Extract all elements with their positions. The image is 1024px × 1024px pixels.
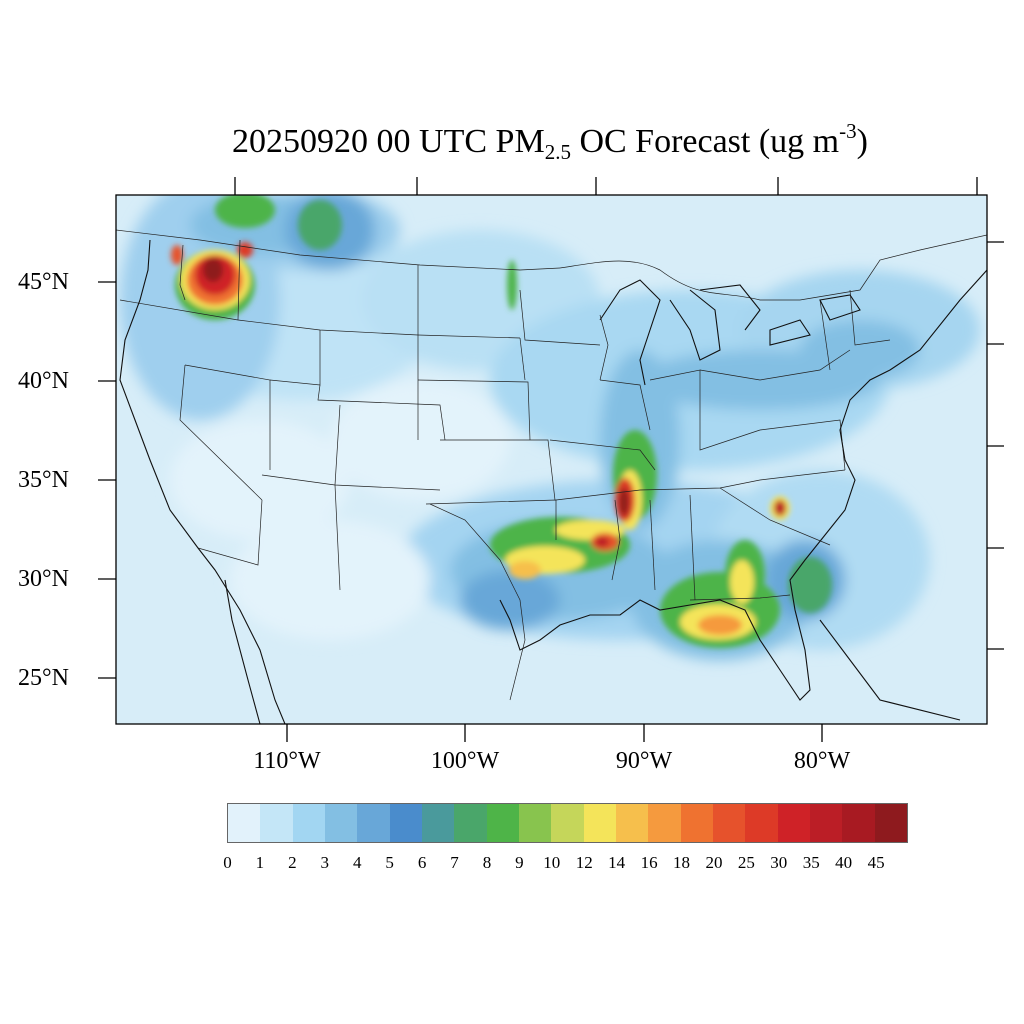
colorbar-swatch	[454, 804, 487, 842]
colorbar-level-label: 5	[385, 853, 394, 872]
colorbar-level-label: 20	[705, 853, 723, 872]
colorbar-level-label: 30	[770, 853, 788, 872]
colorbar-level-label: 25	[737, 853, 755, 872]
colorbar-level-label: 4	[352, 853, 362, 872]
pm25-field	[116, 195, 987, 724]
colorbar-swatch	[389, 804, 422, 842]
state-boundaries	[116, 229, 987, 701]
colorbar-swatch	[421, 804, 455, 842]
colorbar-level-label: 9	[515, 853, 524, 872]
colorbar-swatch	[712, 804, 746, 842]
colorbar-level-label: 45	[867, 853, 885, 872]
colorbar-swatch	[745, 804, 778, 842]
map-frame	[115, 194, 988, 725]
colorbar-level-label: 1	[255, 853, 265, 872]
lon-label-90w: 90°W	[615, 748, 673, 774]
colorbar-level-label: 2	[288, 853, 297, 872]
colorbar-swatch	[809, 804, 843, 842]
colorbar-swatch	[357, 804, 390, 842]
colorbar-swatch	[583, 804, 616, 842]
title-subscript: 2.5	[544, 140, 571, 164]
colorbar-level-label: 8	[482, 853, 492, 872]
title-superscript: -3	[839, 119, 857, 143]
lon-label-110w: 110°W	[253, 748, 321, 774]
colorbar-level-label: 14	[608, 853, 626, 872]
lon-label-100w: 100°W	[430, 748, 500, 774]
colorbar-swatch	[874, 804, 907, 842]
colorbar-level-label: 3	[320, 853, 330, 872]
lat-label-45n: 45°N	[18, 269, 69, 295]
map-title: 20250920 00 UTC PM2.5 OC Forecast (ug m-…	[232, 119, 868, 164]
colorbar-swatch	[551, 804, 584, 842]
colorbar-swatch	[777, 804, 810, 842]
colorbar-level-label: 40	[835, 853, 853, 872]
colorbar-swatch	[518, 804, 552, 842]
colorbar-level-label: 6	[417, 853, 427, 872]
colorbar-level-label: 7	[450, 853, 459, 872]
axis-ticks	[98, 177, 1004, 742]
colorbar-level-label: 0	[223, 853, 232, 872]
colorbar-swatch	[292, 804, 325, 842]
colorbar-swatch	[260, 804, 293, 842]
colorbar-swatch	[324, 804, 358, 842]
lon-label-80w: 80°W	[793, 748, 851, 774]
lat-label-25n: 25°N	[18, 665, 69, 691]
colorbar-level-label: 16	[640, 853, 658, 872]
colorbar-level-label: 10	[543, 853, 561, 872]
colorbar-swatch	[486, 804, 519, 842]
colorbar-swatch	[615, 804, 649, 842]
colorbar-level-label: 35	[802, 853, 820, 872]
colorbar-swatch	[228, 804, 261, 842]
colorbar-swatch	[680, 804, 713, 842]
colorbar-swatch	[648, 804, 681, 842]
colorbar-level-label: 18	[673, 853, 691, 872]
colorbar-level-label: 12	[575, 853, 593, 872]
lat-label-30n: 30°N	[18, 566, 69, 592]
colorbar-swatch	[842, 804, 875, 842]
coastlines	[119, 239, 987, 724]
lat-label-35n: 35°N	[18, 467, 69, 493]
colorbar	[227, 803, 908, 843]
lat-label-40n: 40°N	[18, 368, 69, 394]
